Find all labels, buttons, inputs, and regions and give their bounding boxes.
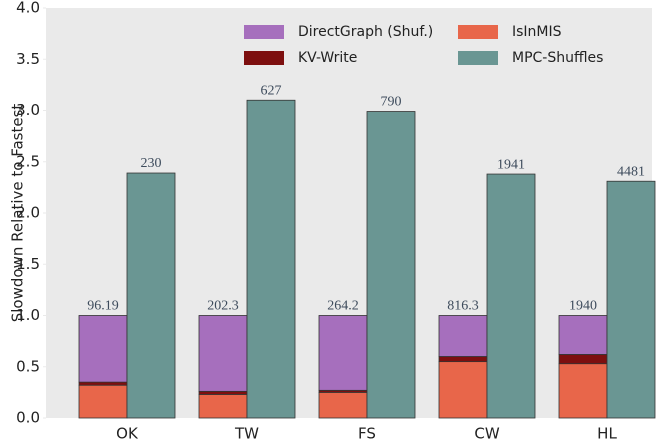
legend-label: IsInMIS [512, 24, 562, 40]
stack-segment [558, 315, 608, 355]
bar [486, 173, 536, 419]
data-label: 96.19 [87, 299, 119, 314]
stack-segment [78, 381, 128, 386]
data-label: 1940 [569, 299, 597, 314]
x-tick-label: HL [597, 425, 617, 443]
stack-segment [438, 361, 488, 419]
y-tick-label: 2.5 [16, 152, 40, 170]
stack-segment [198, 315, 248, 392]
legend-swatch [458, 25, 498, 39]
bar [366, 111, 416, 419]
bar [246, 99, 296, 419]
y-tick-label: 4.0 [16, 0, 40, 17]
x-tick-label: OK [116, 425, 139, 443]
stack-segment [318, 315, 368, 391]
y-tick-label: 3.5 [16, 50, 40, 68]
stack-segment [198, 394, 248, 419]
data-label: 1941 [497, 157, 525, 172]
legend-label: DirectGraph (Shuf.) [298, 24, 433, 40]
stack-segment [78, 315, 128, 383]
x-tick-label: TW [234, 425, 259, 443]
y-tick-label: 0.0 [16, 409, 40, 427]
stack-segment [318, 391, 368, 419]
y-tick-label: 2.0 [16, 204, 40, 222]
stack-segment [198, 390, 248, 395]
bar [126, 172, 176, 419]
legend-swatch [244, 51, 284, 65]
stack-segment [438, 356, 488, 363]
x-tick-label: CW [474, 425, 499, 443]
data-label: 816.3 [447, 299, 479, 314]
stack-segment [558, 363, 608, 419]
bar [606, 180, 656, 419]
y-tick-label: 3.0 [16, 101, 40, 119]
legend-label: MPC-Shuffles [512, 50, 603, 66]
data-label: 627 [261, 83, 282, 98]
y-tick-label: 1.5 [16, 255, 40, 273]
y-axis-label: Slowdown Relative to Fastest [9, 104, 27, 323]
y-tick-label: 1.0 [16, 306, 40, 324]
stack-segment [438, 315, 488, 357]
data-label: 790 [381, 95, 402, 110]
legend-swatch [458, 51, 498, 65]
legend-label: KV-Write [298, 50, 357, 66]
y-tick-label: 0.5 [16, 357, 40, 375]
data-label: 4481 [617, 164, 645, 179]
data-label: 202.3 [207, 299, 239, 314]
stack-segment [558, 354, 608, 365]
data-label: 230 [141, 156, 162, 171]
x-tick-label: FS [358, 425, 376, 443]
legend-swatch [244, 25, 284, 39]
data-label: 264.2 [327, 299, 359, 314]
stack-segment [78, 384, 128, 419]
